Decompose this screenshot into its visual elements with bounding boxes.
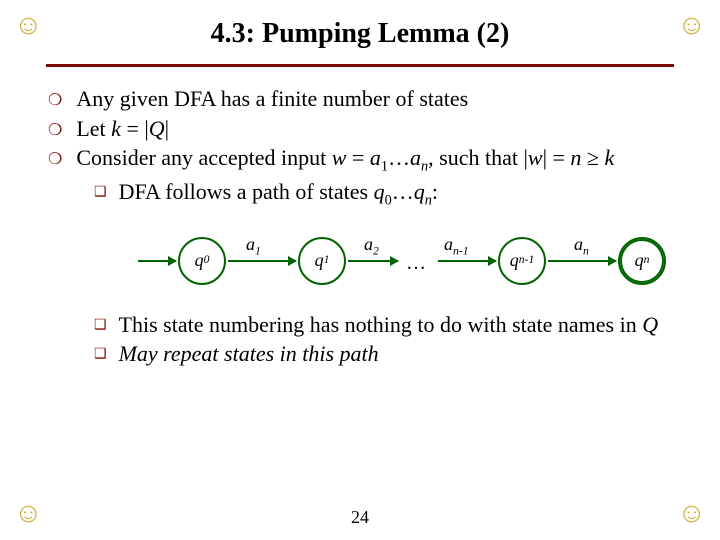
arrow [348, 260, 398, 262]
edge-label: an [574, 233, 589, 259]
bullet-2: ❍ Let k = |Q| [48, 115, 684, 143]
subbullet-1-text: DFA follows a path of states q0…qn: [119, 178, 684, 210]
subbullet-icon: ❑ [94, 346, 107, 364]
bullet-icon: ❍ [48, 91, 62, 111]
edge-label: a2 [364, 233, 379, 259]
subbullet-3: ❑ May repeat states in this path [94, 340, 684, 368]
bullet-icon: ❍ [48, 150, 62, 170]
slide-title: 4.3: Pumping Lemma (2) [211, 18, 510, 60]
content-area: ❍ Any given DFA has a finite number of s… [36, 85, 684, 368]
state-node-accept: qn [618, 237, 666, 285]
bullet-2-text: Let k = |Q| [76, 115, 684, 143]
subbullet-2-text: This state numbering has nothing to do w… [119, 311, 684, 339]
edge-label: an-1 [444, 233, 469, 259]
page-number: 24 [0, 507, 720, 528]
edge-label: a1 [246, 233, 261, 259]
dfa-diagram: a1 a2 an-1 an q0 q1 qn-1 qn … [138, 229, 684, 293]
arrow [228, 260, 296, 262]
bullet-1-text: Any given DFA has a finite number of sta… [76, 85, 684, 113]
state-node: q0 [178, 237, 226, 285]
bullet-icon: ❍ [48, 121, 62, 141]
state-node: qn-1 [498, 237, 546, 285]
subbullet-icon: ❑ [94, 184, 107, 202]
subbullet-3-text: May repeat states in this path [119, 340, 684, 368]
arrow [138, 260, 176, 262]
subbullet-icon: ❑ [94, 317, 107, 335]
bullet-1: ❍ Any given DFA has a finite number of s… [48, 85, 684, 113]
arrow [548, 260, 616, 262]
subbullet-2: ❑ This state numbering has nothing to do… [94, 311, 684, 339]
subbullet-1: ❑ DFA follows a path of states q0…qn: [94, 178, 684, 210]
ellipsis: … [406, 251, 426, 276]
arrow [438, 260, 496, 262]
title-underline [46, 64, 674, 67]
bullet-3-text: Consider any accepted input w = a1…an, s… [76, 144, 684, 176]
state-node: q1 [298, 237, 346, 285]
bullet-3: ❍ Consider any accepted input w = a1…an,… [48, 144, 684, 176]
